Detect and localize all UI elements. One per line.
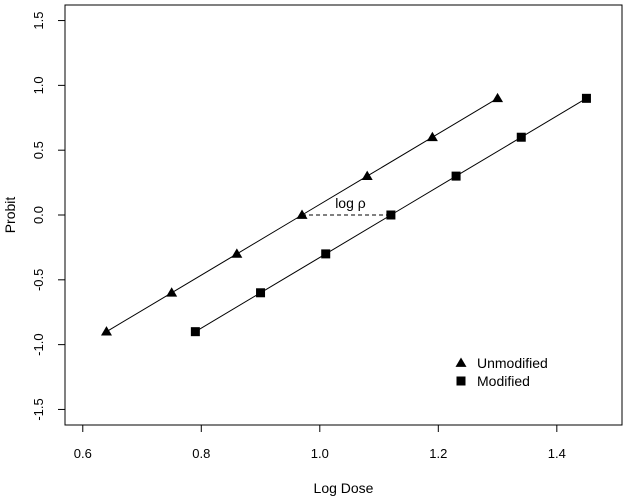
y-axis: -1.5 -1.0 -0.5 0.0 0.5 1.0 1.5 xyxy=(31,12,65,421)
data-point-modified xyxy=(386,210,396,220)
y-axis-title: Probit xyxy=(2,197,18,234)
markers-layer xyxy=(100,92,591,337)
log-rho-label: log ρ xyxy=(335,195,366,211)
data-point-modified xyxy=(256,288,266,298)
data-point-modified xyxy=(451,171,461,181)
data-point-unmodified xyxy=(100,326,112,336)
y-tick-label: 1.0 xyxy=(31,76,46,94)
y-tick-label: -1.5 xyxy=(31,398,46,420)
legend-label-modified: Modified xyxy=(477,373,530,389)
y-tick-label: 1.5 xyxy=(31,12,46,30)
y-tick-label: 0.0 xyxy=(31,206,46,224)
legend: Unmodified Modified xyxy=(455,355,548,389)
data-point-unmodified xyxy=(361,170,373,180)
data-point-unmodified xyxy=(166,287,178,297)
x-axis: 0.6 0.8 1.0 1.2 1.4 xyxy=(74,425,566,461)
y-tick-label: -1.0 xyxy=(31,333,46,355)
data-point-modified xyxy=(516,132,526,142)
data-point-modified xyxy=(581,93,591,103)
data-point-unmodified xyxy=(296,209,308,219)
data-point-modified xyxy=(190,327,200,337)
data-point-unmodified xyxy=(231,248,243,258)
y-tick-label: 0.5 xyxy=(31,141,46,159)
x-tick-label: 0.6 xyxy=(74,446,92,461)
x-tick-label: 1.4 xyxy=(548,446,566,461)
x-tick-label: 1.2 xyxy=(429,446,447,461)
data-point-unmodified xyxy=(426,131,438,142)
x-axis-title: Log Dose xyxy=(314,480,374,496)
data-point-modified xyxy=(321,249,331,259)
legend-label-unmodified: Unmodified xyxy=(477,355,548,371)
annotation-layer: log ρ xyxy=(302,195,391,216)
legend-marker-modified xyxy=(456,376,466,386)
data-point-unmodified xyxy=(492,92,504,103)
legend-marker-unmodified xyxy=(455,357,467,367)
x-tick-label: 0.8 xyxy=(192,446,210,461)
y-tick-label: -0.5 xyxy=(31,269,46,291)
x-tick-label: 1.0 xyxy=(311,446,329,461)
